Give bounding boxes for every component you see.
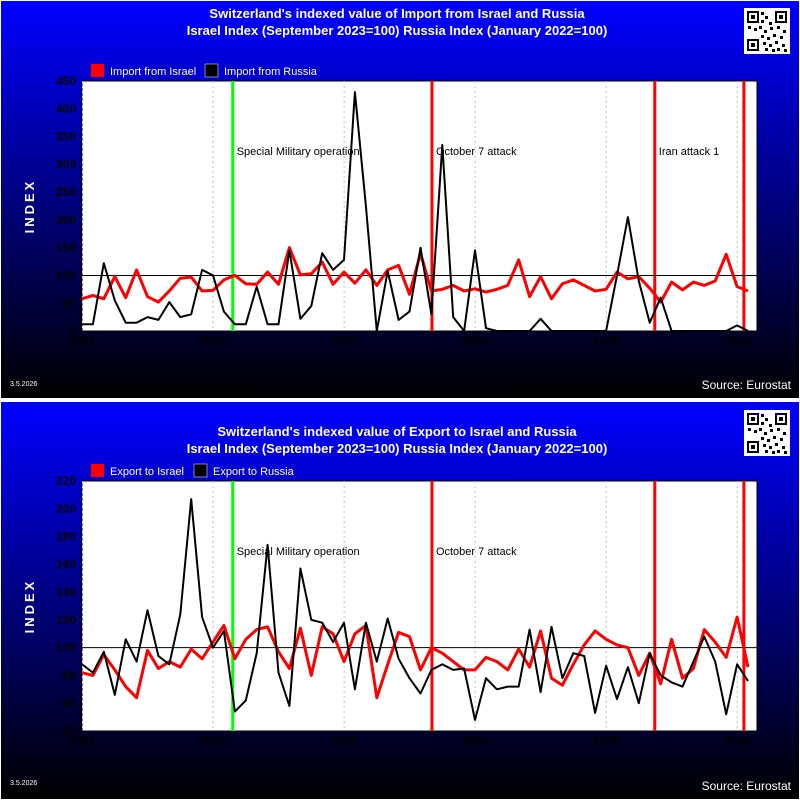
- chart-date: 3.5.2026: [10, 780, 37, 787]
- series-line-export-to-israel: [82, 615, 750, 700]
- event-label-iran-attack-1: Iran attack 1: [659, 146, 720, 158]
- y-tick-label: 350: [56, 130, 76, 144]
- x-tick-label: 2022: [200, 734, 227, 748]
- x-tick-label: 2021: [69, 334, 96, 348]
- plot-content: [82, 481, 757, 731]
- chart-source: Source: Eurostat: [702, 779, 792, 793]
- y-tick-label: 200: [56, 502, 76, 516]
- import-chart-panel: Switzerland's indexed value of Import fr…: [1, 1, 799, 398]
- x-tick-label: 2025: [593, 334, 620, 348]
- chart-subtitle: Israel Index (September 2023=100) Russia…: [187, 23, 608, 38]
- y-axis-label: INDEX: [22, 579, 37, 634]
- x-tick-label: 2026: [724, 334, 751, 348]
- x-tick-label: 2025: [593, 734, 620, 748]
- chart-source: Source: Eurostat: [702, 378, 792, 392]
- export-chart-panel: Switzerland's indexed value of Export to…: [1, 402, 799, 799]
- x-tick-label: 2023: [331, 734, 358, 748]
- x-tick-label: 2021: [69, 734, 96, 748]
- y-tick-label: 50: [63, 296, 77, 310]
- legend-swatch-import-russia: [204, 63, 219, 78]
- plot-area: [81, 80, 758, 332]
- y-tick-label: 180: [56, 530, 76, 544]
- event-label-special-military-operation: Special Military operation: [237, 146, 360, 158]
- y-tick-label: 80: [63, 668, 77, 682]
- plot-area: [81, 480, 758, 732]
- legend-label-export-israel: Export to Israel: [110, 466, 184, 478]
- y-tick-label: 0: [69, 324, 76, 338]
- chart-date: 3.5.2026: [10, 381, 37, 388]
- y-tick-label: 250: [56, 185, 76, 199]
- y-axis-label: INDEX: [22, 179, 37, 234]
- y-tick-label: 120: [56, 613, 76, 627]
- series-line-import-from-russia: [82, 91, 749, 331]
- y-tick-label: 40: [63, 724, 77, 738]
- qr-code-icon: [744, 410, 790, 456]
- chart-subtitle: Israel Index (September 2023=100) Russia…: [187, 441, 608, 456]
- y-tick-label: 150: [56, 241, 76, 255]
- y-tick-label: 100: [56, 268, 76, 282]
- x-tick-label: 2024: [462, 334, 489, 348]
- legend-label-export-russia: Export to Russia: [213, 466, 295, 478]
- y-tick-label: 220: [56, 474, 76, 488]
- x-tick-label: 2024: [462, 734, 489, 748]
- series-line-export-to-russia: [82, 498, 749, 721]
- legend-label-import-israel: Import from Israel: [110, 66, 196, 78]
- event-label-october-7-attack: October 7 attack: [436, 546, 517, 558]
- y-tick-label: 200: [56, 213, 76, 227]
- event-label-october-7-attack: October 7 attack: [436, 146, 517, 158]
- y-tick-label: 300: [56, 157, 76, 171]
- plot-content: [82, 81, 757, 331]
- qr-code-icon: [744, 8, 790, 54]
- legend-swatch-export-israel: [91, 464, 104, 477]
- chart-title: Switzerland's indexed value of Export to…: [217, 424, 577, 439]
- x-tick-label: 2023: [331, 334, 358, 348]
- y-tick-label: 140: [56, 585, 76, 599]
- y-tick-label: 400: [56, 102, 76, 116]
- series-line-import-from-israel: [82, 246, 749, 304]
- y-tick-label: 160: [56, 557, 76, 571]
- x-tick-label: 2022: [200, 334, 227, 348]
- legend-swatch-export-russia: [193, 463, 208, 478]
- event-label-special-military-operation: Special Military operation: [237, 546, 360, 558]
- legend-label-import-russia: Import from Russia: [224, 66, 318, 78]
- y-tick-label: 100: [56, 641, 76, 655]
- chart-title: Switzerland's indexed value of Import fr…: [209, 6, 585, 21]
- x-tick-label: 2026: [724, 734, 751, 748]
- y-tick-label: 60: [63, 696, 77, 710]
- legend-swatch-import-israel: [91, 64, 104, 77]
- y-tick-label: 450: [56, 74, 76, 88]
